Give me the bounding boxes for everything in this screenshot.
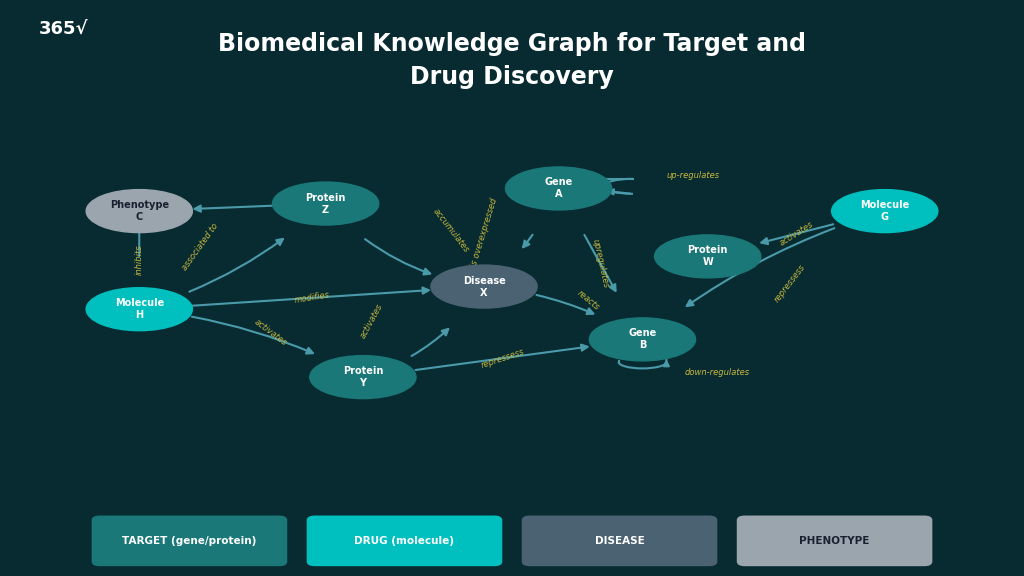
Text: activates: activates [358,302,385,339]
Text: Protein
Y: Protein Y [343,366,383,388]
Text: Protein
W: Protein W [687,245,728,267]
Circle shape [431,265,538,308]
Text: is overexpressed: is overexpressed [469,198,499,268]
Text: activates: activates [777,219,815,248]
Text: TARGET (gene/protein): TARGET (gene/protein) [122,536,257,546]
Circle shape [86,190,193,233]
Text: Gene
A: Gene A [545,177,572,199]
Text: 365√: 365√ [39,20,88,38]
Text: activates: activates [253,317,289,348]
Text: Molecule
H: Molecule H [115,298,164,320]
Text: down-regulates: down-regulates [685,367,751,377]
Text: Protein
Z: Protein Z [305,192,346,214]
Circle shape [272,182,379,225]
Text: Molecule
G: Molecule G [860,200,909,222]
Text: inhibits: inhibits [135,245,143,275]
Text: DISEASE: DISEASE [595,536,644,546]
Text: accumulates: accumulates [431,207,471,255]
Text: repressess: repressess [772,263,807,304]
Circle shape [654,235,761,278]
Text: Biomedical Knowledge Graph for Target and
Drug Discovery: Biomedical Knowledge Graph for Target an… [218,32,806,89]
Circle shape [86,287,193,331]
Text: Disease
X: Disease X [463,275,506,298]
Circle shape [310,355,416,399]
Text: reacts: reacts [575,289,601,312]
Text: PHENOTYPE: PHENOTYPE [800,536,869,546]
Circle shape [831,190,938,233]
Text: modifies: modifies [293,290,330,305]
Text: repressess: repressess [480,347,525,370]
Text: DRUG (molecule): DRUG (molecule) [354,536,455,546]
Text: associated to: associated to [180,222,220,272]
Text: upregulates: upregulates [591,238,610,289]
Text: Phenotype
C: Phenotype C [110,200,169,222]
Circle shape [590,318,695,361]
Text: Gene
B: Gene B [629,328,656,350]
Text: up-regulates: up-regulates [667,170,720,180]
Circle shape [506,167,611,210]
